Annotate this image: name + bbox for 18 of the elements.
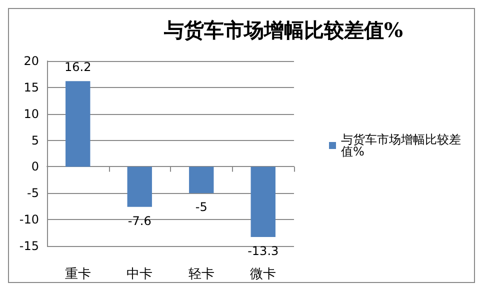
- legend-label: 与货车市场增幅比较差值%: [341, 132, 461, 158]
- data-label: -7.6: [128, 214, 152, 228]
- y-tick-label: -10: [19, 212, 39, 227]
- y-tick-label: 5: [31, 133, 39, 148]
- data-label: -13.3: [248, 244, 279, 258]
- x-tick-label: 中卡: [126, 267, 153, 282]
- y-tick-label: -15: [19, 239, 39, 253]
- data-label: -5: [195, 200, 208, 214]
- x-tick-label: 重卡: [64, 267, 91, 282]
- y-tick-label: 0: [31, 160, 39, 174]
- x-tick-label: 轻卡: [188, 267, 214, 282]
- x-tick-label: 微卡: [250, 267, 276, 282]
- y-tick-label: 20: [24, 54, 39, 68]
- data-label: 16.2: [64, 60, 92, 74]
- y-tick-label: -5: [27, 186, 39, 200]
- chart-title: 与货车市场增幅比较差值%: [163, 18, 404, 42]
- y-tick-label: 10: [24, 106, 39, 121]
- y-tick-label: 15: [24, 80, 39, 94]
